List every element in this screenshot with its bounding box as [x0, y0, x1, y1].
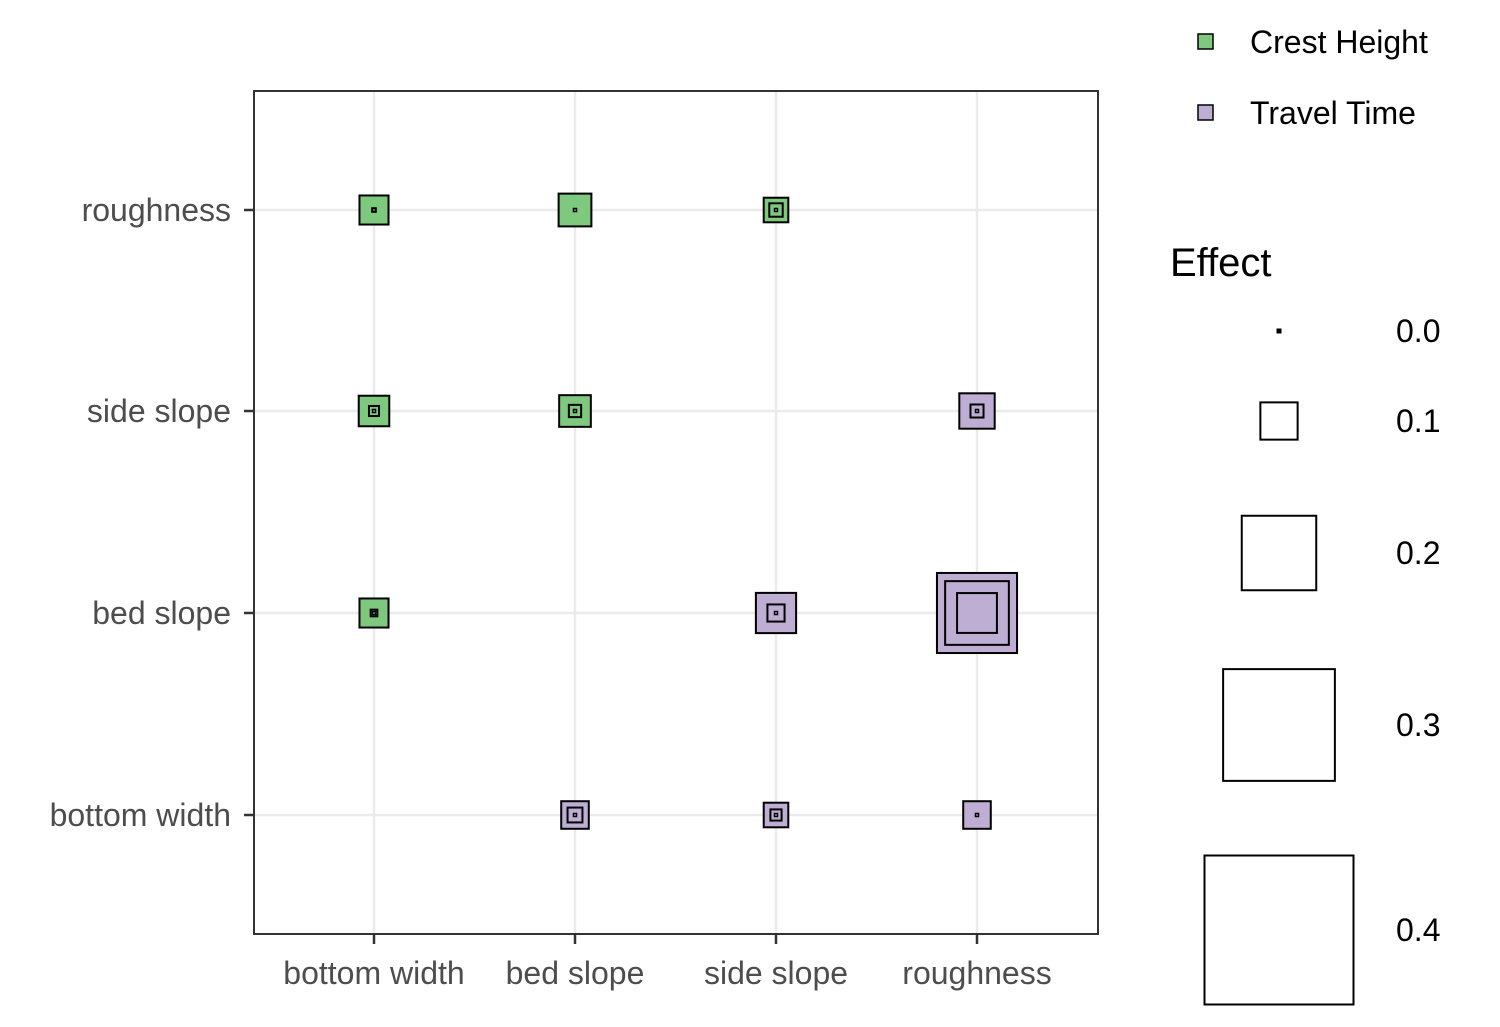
- square-travel-time-roughness-bed-slope: [935, 571, 1019, 655]
- square-travel-time-side-slope-bed-slope: [754, 591, 798, 635]
- square-travel-time-side-slope-bed-slope-inner-1: [766, 603, 786, 623]
- square-crest-height-bed-slope-roughness-inner-1: [572, 207, 578, 213]
- square-crest-height-side-slope-roughness: [762, 196, 790, 224]
- square-crest-height-bottom-width-roughness-inner-2: [371, 207, 377, 213]
- grid-lines: [254, 91, 1098, 934]
- effect-squares: [357, 192, 1019, 830]
- size-legend-label-0-1: 0.1: [1396, 403, 1440, 439]
- size-legend-key-0-3: [1222, 668, 1336, 782]
- square-crest-height-bed-slope-side-slope-outer: [558, 394, 592, 428]
- square-crest-height-bed-slope-roughness: [557, 192, 593, 228]
- size-legend-key-0-1: [1259, 401, 1299, 441]
- size-legend: Effect 0.0 0.1 0.2 0.3 0.4: [1170, 241, 1440, 1006]
- square-travel-time-roughness-side-slope-outer: [958, 392, 996, 430]
- size-legend-label-0-0: 0.0: [1396, 313, 1440, 349]
- square-crest-height-bottom-width-bed-slope-outer: [358, 597, 390, 629]
- legend-label-crest-height: Crest Height: [1250, 24, 1428, 60]
- square-crest-height-side-slope-roughness-inner-2: [773, 207, 779, 213]
- square-crest-height-side-slope-roughness-outer: [762, 196, 790, 224]
- square-travel-time-side-slope-bottom-width-inner-1: [769, 808, 783, 822]
- square-travel-time-side-slope-bottom-width-inner-2: [773, 812, 779, 818]
- square-travel-time-roughness-side-slope-inner-1: [969, 403, 985, 419]
- y-tick-label-roughness: roughness: [82, 192, 231, 228]
- square-travel-time-bed-slope-bottom-width-inner-1: [566, 806, 584, 824]
- size-legend-key-0-2: [1240, 514, 1318, 592]
- square-travel-time-bed-slope-bottom-width-inner-2: [572, 812, 578, 818]
- size-legend-label-0-4: 0.4: [1396, 912, 1440, 948]
- x-tick-label-roughness: roughness: [902, 955, 1051, 991]
- square-crest-height-bottom-width-side-slope-outer: [357, 394, 391, 428]
- square-crest-height-bed-slope-side-slope-inner-2: [572, 408, 578, 414]
- square-crest-height-bottom-width-side-slope: [357, 394, 391, 428]
- square-crest-height-bottom-width-side-slope-inner-1: [367, 404, 381, 418]
- square-crest-height-bottom-width-bed-slope-inner-2: [371, 610, 377, 616]
- y-tick-label-bed-slope: bed slope: [92, 595, 231, 631]
- square-travel-time-bed-slope-bottom-width: [560, 800, 590, 830]
- square-crest-height-bottom-width-roughness-outer: [358, 194, 390, 226]
- x-tick-label-side-slope: side slope: [704, 955, 848, 991]
- square-travel-time-roughness-bed-slope-outer: [935, 571, 1019, 655]
- square-travel-time-roughness-bottom-width-inner-1: [974, 812, 980, 818]
- x-tick-label-bed-slope: bed slope: [506, 955, 645, 991]
- color-legend: Crest Height Travel Time: [1197, 24, 1428, 131]
- y-tick-label-bottom-width: bottom width: [50, 797, 231, 833]
- square-travel-time-roughness-bottom-width: [962, 800, 992, 830]
- square-travel-time-side-slope-bed-slope-outer: [754, 591, 798, 635]
- square-travel-time-side-slope-bed-slope-inner-2: [773, 610, 779, 616]
- square-crest-height-bottom-width-roughness: [358, 194, 390, 226]
- square-crest-height-bottom-width-bed-slope-inner-1: [369, 608, 379, 618]
- size-legend-label-0-2: 0.2: [1396, 535, 1440, 571]
- legend-key-travel-time: [1197, 104, 1214, 121]
- square-travel-time-side-slope-bottom-width: [762, 801, 790, 829]
- square-travel-time-roughness-bed-slope-inner-1: [944, 580, 1010, 646]
- square-crest-height-bed-slope-side-slope-inner-1: [567, 403, 583, 419]
- size-legend-key-0-4: [1203, 854, 1355, 1006]
- size-legend-key-0-0: [1276, 328, 1282, 334]
- y-tick-label-side-slope: side slope: [87, 393, 231, 429]
- square-crest-height-bottom-width-bed-slope: [358, 597, 390, 629]
- square-travel-time-roughness-side-slope: [958, 392, 996, 430]
- size-legend-label-0-3: 0.3: [1396, 707, 1440, 743]
- panel-border: [253, 90, 1099, 935]
- legend-key-crest-height: [1197, 33, 1214, 50]
- square-travel-time-bed-slope-bottom-width-outer: [560, 800, 590, 830]
- square-travel-time-roughness-bottom-width-outer: [962, 800, 992, 830]
- y-axis: bottom width bed slope side slope roughness: [50, 192, 254, 833]
- square-crest-height-bed-slope-side-slope: [558, 394, 592, 428]
- x-tick-label-bottom-width: bottom width: [283, 955, 464, 991]
- x-axis: bottom width bed slope side slope roughness: [283, 934, 1052, 991]
- legend-label-travel-time: Travel Time: [1250, 95, 1416, 131]
- square-travel-time-roughness-side-slope-inner-2: [974, 408, 980, 414]
- square-crest-height-bottom-width-side-slope-inner-2: [371, 408, 377, 414]
- square-crest-height-bed-slope-roughness-outer: [557, 192, 593, 228]
- square-travel-time-roughness-bed-slope-inner-2: [956, 592, 998, 634]
- square-crest-height-side-slope-roughness-inner-1: [768, 202, 784, 218]
- size-legend-title: Effect: [1170, 241, 1272, 285]
- square-travel-time-side-slope-bottom-width-outer: [762, 801, 790, 829]
